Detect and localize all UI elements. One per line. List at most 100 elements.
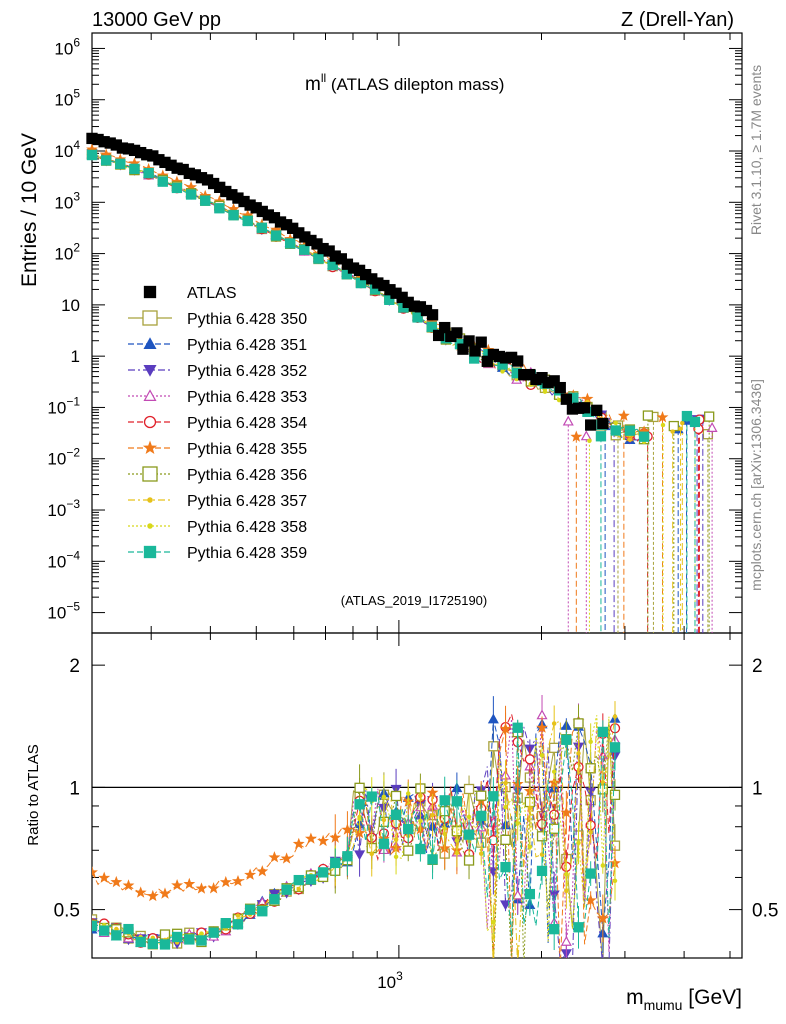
main-y-tick-label: 102	[54, 241, 80, 264]
main-y-tick-exp: −3	[66, 497, 80, 511]
ratio-data-point	[489, 963, 498, 972]
ratio-data-point	[184, 934, 195, 945]
ratio-series-line	[92, 715, 616, 953]
ratio-y-tick-label-left: 1	[69, 778, 80, 799]
analysis-watermark: (ATLAS_2019_I1725190)	[341, 593, 487, 608]
ratio-data-point	[390, 809, 402, 820]
main-y-tick-label: 106	[54, 35, 80, 58]
ratio-data-point	[393, 854, 399, 860]
ratio-data-point	[92, 920, 98, 932]
data-point	[299, 244, 310, 255]
data-point	[115, 158, 126, 169]
data-point	[129, 163, 140, 175]
main-series-pythia-6.428-354	[86, 149, 705, 633]
ratio-data-point	[500, 900, 512, 911]
ratio-data-point	[354, 850, 366, 861]
ratio-data-point	[527, 805, 533, 811]
ratio-data-point	[171, 931, 183, 943]
ratio-data-point	[195, 882, 208, 894]
ratio-y-axis-label: Ratio to ATLAS	[25, 744, 42, 845]
ratio-data-point	[418, 818, 423, 824]
main-y-tick-exp: −4	[66, 548, 80, 562]
ratio-data-point	[609, 789, 621, 801]
data-point	[256, 222, 268, 233]
ratio-data-point	[548, 890, 560, 901]
ratio-data-point	[98, 871, 111, 883]
ratio-series-line	[92, 721, 616, 958]
legend-marker	[142, 466, 158, 482]
series-line	[91, 154, 645, 440]
legend-marker	[143, 415, 157, 429]
data-point	[706, 422, 718, 432]
ratio-data-point	[232, 919, 244, 930]
ratio-data-point	[549, 924, 560, 935]
main-y-tick-label: 10−4	[47, 548, 80, 571]
main-y-tick-label: 10−2	[47, 446, 80, 469]
x-axis-label-sub: mumu	[644, 997, 683, 1013]
ratio-data-point	[549, 823, 560, 834]
ratio-plot-frame	[91, 632, 743, 959]
ratio-data-point	[280, 852, 293, 864]
ratio-data-point	[585, 868, 596, 879]
ratio-data-point	[487, 713, 499, 724]
ratio-data-point	[257, 906, 268, 917]
ratio-data-point	[329, 831, 342, 843]
legend-label: ATLAS	[187, 285, 237, 302]
data-point	[101, 155, 112, 166]
atlas-data-point	[451, 327, 463, 339]
ratio-data-point	[305, 874, 317, 885]
main-y-tick-base: 10	[47, 398, 66, 417]
ratio-data-point	[123, 923, 134, 935]
ratio-data-point	[466, 814, 472, 820]
main-y-tick-exp: 5	[73, 87, 80, 101]
plot-title-sup: ll	[321, 71, 326, 85]
atlas-data-point	[439, 321, 451, 334]
main-y-tick-base: 10	[54, 142, 73, 161]
ratio-data-point	[269, 894, 280, 905]
ratio-data-point	[549, 809, 560, 820]
data-point	[570, 430, 583, 442]
ratio-data-point	[390, 790, 402, 802]
data-point	[642, 410, 654, 421]
main-y-tick-label: 10	[61, 296, 80, 315]
ratio-data-point	[588, 739, 593, 745]
ratio-data-point	[463, 783, 475, 795]
ratio-data-point	[561, 734, 572, 745]
legend-label: Pythia 6.428 359	[187, 545, 307, 562]
ratio-data-point	[405, 791, 411, 796]
atlas-data-point	[432, 329, 445, 342]
main-series-atlas	[86, 132, 609, 431]
ratio-data-point	[134, 886, 147, 898]
ratio-data-point	[576, 840, 581, 846]
plot-title: mll (ATLAS dilepton mass)	[305, 71, 504, 95]
ratio-data-point	[463, 829, 475, 840]
main-series-pythia-6.428-351	[86, 148, 693, 633]
main-y-tick-base: 10	[54, 193, 73, 212]
atlas-data-point	[463, 335, 475, 347]
ratio-data-point	[612, 878, 618, 884]
ratio-data-point	[317, 834, 330, 847]
main-series-pythia-6.428-356	[86, 149, 715, 633]
ratio-series-line	[92, 715, 616, 944]
ratio-data-point	[135, 936, 146, 948]
main-y-tick-exp: 4	[73, 138, 80, 152]
main-y-tick-base: 10	[47, 604, 66, 623]
x-axis-label-main: m	[626, 986, 644, 1009]
legend-entry: Pythia 6.428 356	[128, 466, 307, 484]
main-y-tick-base: 10	[54, 245, 73, 264]
ratio-data-point	[403, 845, 414, 856]
ratio-data-point	[598, 963, 607, 972]
x-axis-label: mmumu [GeV]	[626, 986, 742, 1013]
main-series-pythia-6.428-352	[86, 149, 709, 633]
ratio-data-point	[442, 826, 447, 831]
ratio-data-point	[612, 714, 618, 719]
ratio-data-point	[114, 926, 119, 932]
atlas-data-point	[591, 404, 603, 416]
ratio-data-point	[573, 718, 584, 729]
data-point	[660, 422, 666, 428]
data-point	[214, 203, 225, 214]
atlas-data-point	[457, 343, 469, 355]
ratio-data-point	[110, 875, 123, 888]
main-y-tick-base: 1	[71, 347, 80, 366]
atlas-data-point	[597, 417, 609, 430]
